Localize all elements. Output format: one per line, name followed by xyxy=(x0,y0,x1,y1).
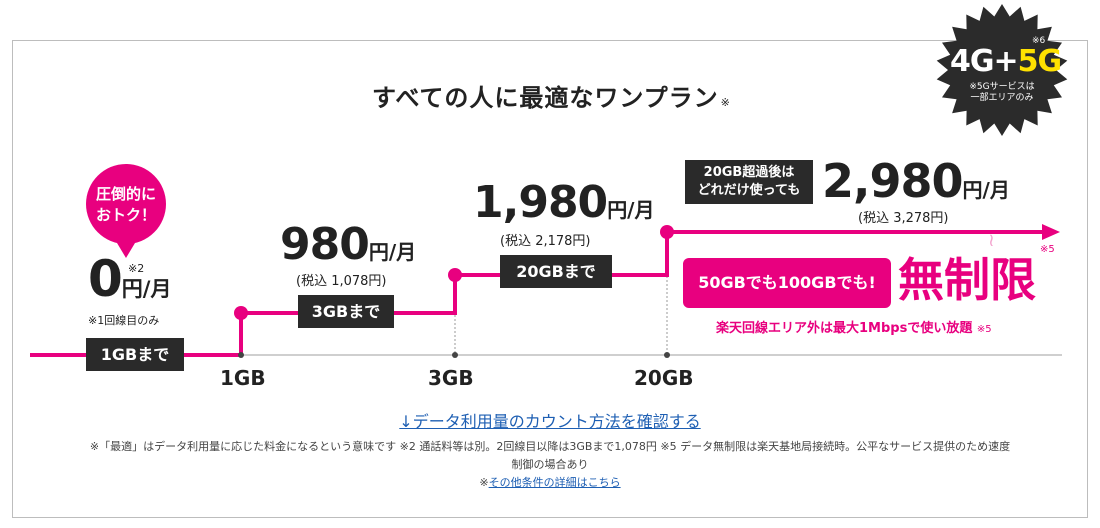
step-dot-20gb xyxy=(660,225,674,239)
tier-1-label: 3GBまで xyxy=(298,295,394,328)
page-title: すべての人に最適なワンプラン ※ xyxy=(372,78,731,113)
tier-1-amount: 980 xyxy=(280,219,370,270)
tier-3-amount: 2,980 xyxy=(822,154,964,208)
badge-content: ※6 4G+5G ※5Gサービスは 一部エリアのみ xyxy=(932,0,1072,140)
axis-dot-1gb xyxy=(238,352,244,358)
tier-3-price: 2,980円/月 xyxy=(822,157,1010,205)
badge-5g: 5G xyxy=(1017,44,1062,79)
footnote-line2: 制御の場合あり xyxy=(511,458,589,471)
badge-sub2: 一部エリアのみ xyxy=(970,93,1034,103)
badge-4g: 4G+ xyxy=(950,44,1019,79)
tier-1-price: 980円/月 xyxy=(280,222,416,268)
axis-dot-3gb xyxy=(452,352,458,358)
arrow-head xyxy=(1042,224,1060,240)
tier-0-label: 1GBまで xyxy=(86,338,184,371)
tier-3-tax: (税込 3,278円) xyxy=(858,211,949,226)
unlimited-big: 無制限 xyxy=(898,253,1036,307)
tier-2-tax: (税込 2,178円) xyxy=(500,234,591,249)
tier-0-subnote: ※1回線目のみ xyxy=(88,314,160,327)
bubble-text: 圧倒的に おトク！ xyxy=(84,184,168,226)
unlimited-area-note: ※5 xyxy=(976,324,992,335)
bubble-line1: 圧倒的に xyxy=(95,185,156,203)
axis-dot-20gb xyxy=(664,352,670,358)
bubble-shape xyxy=(86,164,166,258)
tier-3-label-line2: どれだけ使っても xyxy=(697,183,801,198)
tier-0-unit: 円/月 xyxy=(121,277,172,301)
footnote-line1: ※「最適」はデータ利用量に応じた料金になるという意味です ※2 通話料等は別。2… xyxy=(89,440,1011,453)
tier-0-amount: 0 xyxy=(88,250,123,308)
other-prefix: ※ xyxy=(479,476,489,489)
step-dot-3gb xyxy=(448,268,462,282)
tier-2-unit: 円/月 xyxy=(607,198,655,222)
tier-1-tax: (税込 1,078円) xyxy=(296,274,387,289)
unlimited-area: 楽天回線エリア外は最大1Mbpsで使い放題 ※5 xyxy=(716,317,992,336)
badge-note: ※6 xyxy=(1032,36,1046,46)
tier-3-label-line1: 20GB超過後は xyxy=(703,165,795,180)
tier-2-price: 1,980円/月 xyxy=(473,180,655,226)
tier-3-label: 20GB超過後は どれだけ使っても xyxy=(685,160,813,204)
axis-label-3gb: 3GB xyxy=(428,366,474,390)
count-method-link[interactable]: ↓データ利用量のカウント方法を確認する xyxy=(399,412,701,431)
axis-label-1gb: 1GB xyxy=(220,366,266,390)
badge-sub1: ※5Gサービスは xyxy=(969,82,1035,92)
wave-mark: ≀ xyxy=(988,230,995,251)
other-conditions-link[interactable]: その他条件の詳細はこちら xyxy=(488,476,621,489)
title-note: ※ xyxy=(720,96,731,109)
network-badge xyxy=(936,4,1068,136)
tier-2-label: 20GBまで xyxy=(500,255,612,288)
title-text: すべての人に最適なワンプラン xyxy=(372,84,719,112)
unlimited-area-text: 楽天回線エリア外は最大1Mbpsで使い放題 xyxy=(716,321,973,336)
unlimited-note: ※5 xyxy=(1040,244,1055,255)
bubble-line2: おトク！ xyxy=(95,206,156,224)
tier-0-note: ※2 xyxy=(128,262,145,275)
tier-0-price: 0 ※2 円/月 xyxy=(88,254,171,304)
tier-2-amount: 1,980 xyxy=(473,177,608,228)
unlimited-box: 50GBでも100GBでも! xyxy=(683,258,891,308)
tier-1-unit: 円/月 xyxy=(368,240,417,264)
tier-3-unit: 円/月 xyxy=(962,178,1010,202)
starburst-shape xyxy=(936,4,1068,136)
step-dot-1gb xyxy=(234,306,248,320)
footnotes: ※「最適」はデータ利用量に応じた料金になるという意味です ※2 通話料等は別。2… xyxy=(24,438,1076,492)
axis-label-20gb: 20GB xyxy=(634,366,694,390)
price-step-line xyxy=(30,230,1045,357)
